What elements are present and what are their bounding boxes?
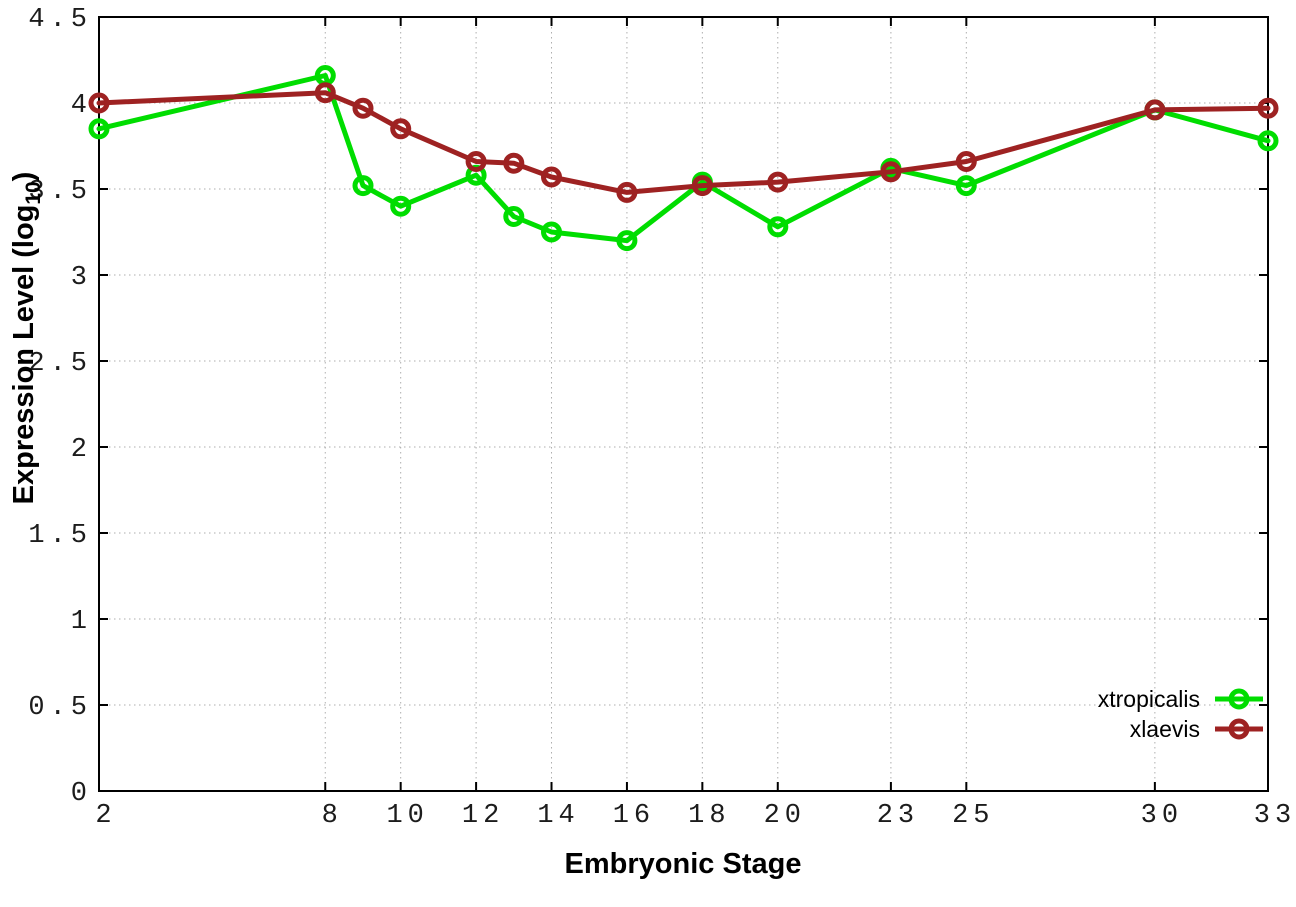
marker-xlaevis-stage-30 — [1144, 99, 1166, 121]
y-tick-label-1.5: 1.5 — [28, 521, 92, 551]
x-tick-label-23: 23 — [877, 801, 919, 831]
marker-xlaevis-stage-23 — [880, 161, 902, 183]
legend-label-xlaevis: xlaevis — [1129, 716, 1200, 742]
marker-xlaevis-stage-12 — [465, 151, 487, 172]
marker-xlaevis-stage-2 — [88, 92, 110, 114]
marker-xlaevis-stage-18 — [691, 175, 713, 197]
legend-item-xlaevis: xlaevis — [1098, 716, 1266, 742]
x-tick-label-2: 2 — [95, 801, 116, 831]
y-axis-title-text: Expression Level (log — [8, 204, 41, 505]
y-tick-label-0.5: 0.5 — [28, 693, 92, 723]
legend-item-xtropicalis: xtropicalis — [1098, 686, 1266, 712]
legend: xtropicalis xlaevis — [1098, 686, 1266, 742]
series-line-xtropicalis — [96, 73, 1271, 244]
x-tick-label-14: 14 — [537, 801, 579, 831]
marker-xtropicalis-stage-25 — [955, 175, 977, 197]
marker-xlaevis-stage-10 — [390, 118, 412, 140]
marker-xlaevis-stage-13 — [503, 152, 525, 174]
x-tick-label-20: 20 — [764, 801, 806, 831]
marker-xlaevis-stage-16 — [616, 181, 638, 203]
x-tick-label-12: 12 — [462, 801, 504, 831]
y-tick-label-0: 0 — [71, 779, 92, 809]
marker-xtropicalis-stage-16 — [616, 230, 638, 252]
marker-xtropicalis-stage-9 — [352, 175, 374, 197]
x-tick-label-16: 16 — [613, 801, 655, 831]
x-tick-label-30: 30 — [1141, 801, 1183, 831]
y-tick-label-2.5: 2.5 — [28, 349, 92, 379]
y-tick-label-1: 1 — [71, 607, 92, 637]
marker-xtropicalis-stage-14 — [541, 221, 562, 243]
y-tick-label-4.5: 4.5 — [28, 5, 92, 35]
y-axis-title: Expression Level (log10) — [8, 172, 46, 505]
plot-border — [98, 16, 1269, 792]
x-tick-label-10: 10 — [386, 801, 428, 831]
marker-xtropicalis-stage-20 — [767, 216, 789, 238]
marker-xtropicalis-stage-10 — [390, 195, 412, 217]
y-tick-label-3: 3 — [71, 263, 92, 293]
marker-xtropicalis-stage-2 — [88, 118, 110, 140]
marker-xlaevis-stage-9 — [352, 97, 374, 119]
x-axis-title: Embryonic Stage — [564, 848, 802, 880]
marker-xtropicalis-stage-13 — [503, 206, 525, 227]
marker-xlaevis-stage-20 — [767, 171, 789, 193]
y-tick-label-3.5: 3.5 — [28, 177, 92, 207]
marker-xlaevis-stage-14 — [541, 166, 562, 188]
legend-sample-line-icon — [1215, 688, 1263, 710]
x-tick-label-18: 18 — [688, 801, 730, 831]
x-tick-label-8: 8 — [322, 801, 343, 831]
series-line-xlaevis — [96, 90, 1271, 195]
y-axis-title-subscript: 10 — [21, 181, 45, 205]
marker-xlaevis-stage-25 — [955, 151, 977, 172]
legend-label-xtropicalis: xtropicalis — [1097, 686, 1200, 712]
marker-xtropicalis-stage-33 — [1257, 130, 1279, 152]
legend-sample-line-icon — [1215, 718, 1263, 740]
x-tick-label-25: 25 — [952, 801, 994, 831]
y-tick-label-2: 2 — [71, 435, 92, 465]
marker-xlaevis-stage-8 — [314, 82, 336, 104]
y-axis-title-suffix: ) — [8, 171, 41, 182]
y-tick-label-4: 4 — [71, 91, 92, 121]
x-tick-label-33: 33 — [1254, 801, 1296, 831]
marker-xlaevis-stage-33 — [1257, 97, 1279, 119]
